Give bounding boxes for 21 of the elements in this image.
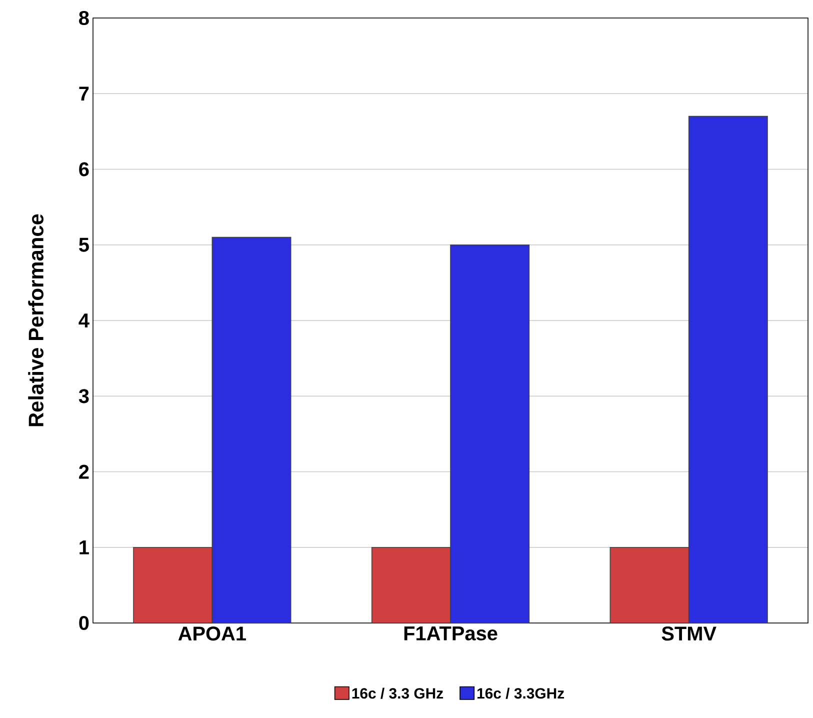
legend-label: 16c / 3.3GHz [477,688,564,699]
x-tick-label: F1ATPase [404,626,498,640]
y-tick-label: 0 [79,616,89,630]
y-tick-label: 7 [79,86,89,100]
y-axis-title: Relative Performance [28,214,44,426]
y-tick-label: 8 [79,10,89,26]
bar [610,546,690,623]
y-tick-label: 5 [79,238,89,252]
x-tick-label: APOA1 [178,626,246,641]
y-tick-label: 2 [79,464,89,479]
y-tick-label: 1 [80,540,89,554]
y-tick-label: 4 [78,314,90,328]
bar [450,244,530,623]
bar [212,236,292,623]
bar [133,546,213,623]
bar [688,116,768,623]
legend-label: 16c / 3.3 GHz [352,688,444,699]
y-tick-label: 6 [79,162,89,176]
x-tick-label: STMV [662,626,716,641]
bar [371,546,451,623]
y-tick-label: 3 [78,389,89,404]
